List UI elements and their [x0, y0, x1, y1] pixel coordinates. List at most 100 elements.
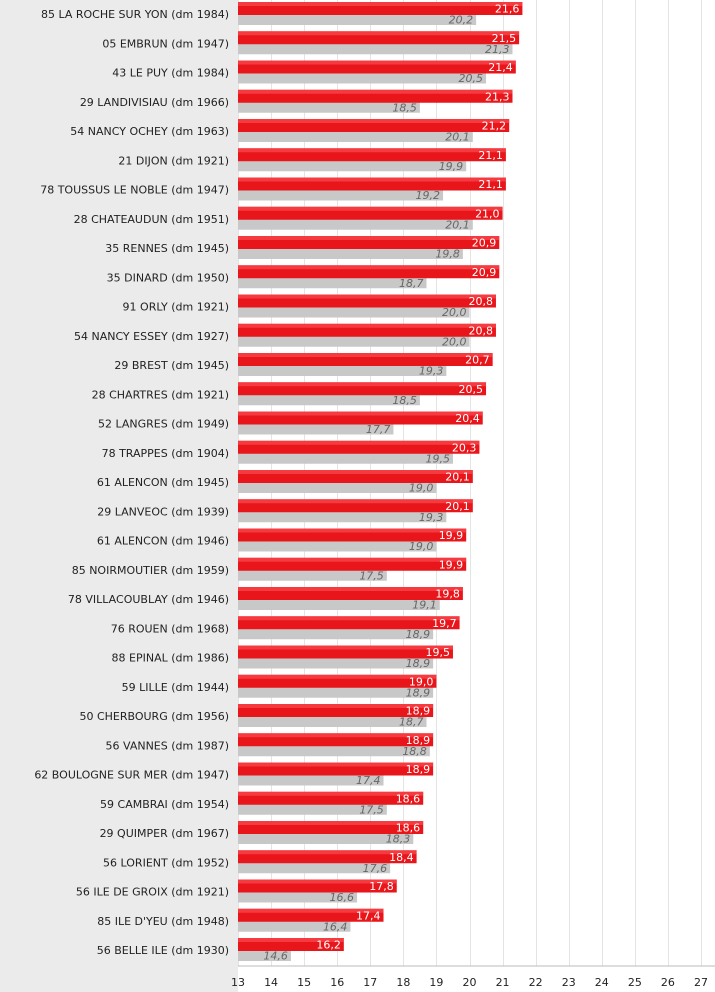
- category-label: 91 ORLY (dm 1921): [123, 301, 229, 314]
- category-label: 56 BELLE ILE (dm 1930): [97, 944, 229, 957]
- bar-secondary-value-label: 19,5: [425, 452, 450, 465]
- bar-secondary-value-label: 20,1: [445, 131, 470, 144]
- category-label: 50 CHERBOURG (dm 1956): [79, 710, 229, 723]
- category-label: 54 NANCY ESSEY (dm 1927): [74, 330, 229, 343]
- bar-primary-value-label: 19,5: [425, 646, 450, 659]
- bar-secondary-value-label: 18,8: [402, 745, 427, 758]
- bar-primary-highlight: [238, 470, 473, 474]
- bar-primary-value-label: 18,4: [389, 851, 414, 864]
- bar-primary-value-label: 20,1: [445, 471, 470, 484]
- bar-primary-highlight: [238, 411, 483, 416]
- bar-primary-value-label: 18,6: [396, 822, 421, 835]
- category-label: 78 TRAPPES (dm 1904): [102, 447, 229, 460]
- bar-primary-highlight: [238, 440, 480, 445]
- x-tick-label: 13: [231, 976, 245, 989]
- bar-secondary-value-label: 18,9: [406, 686, 431, 699]
- bar-primary-highlight: [238, 119, 510, 123]
- bar-primary-value-label: 19,9: [439, 529, 464, 542]
- bar-secondary-value-label: 19,3: [419, 365, 444, 378]
- bar-secondary: [238, 101, 420, 113]
- x-tick-label: 23: [562, 976, 576, 989]
- category-label: 85 NOIRMOUTIER (dm 1959): [72, 564, 229, 577]
- bar-secondary-value-label: 19,0: [409, 540, 434, 553]
- bar-primary-highlight: [238, 89, 513, 94]
- bar-secondary: [238, 277, 427, 289]
- bar-primary-value-label: 19,0: [409, 675, 434, 688]
- bar-primary-value-label: 20,4: [455, 412, 480, 425]
- bar-secondary-value-label: 20,2: [449, 14, 474, 27]
- bar-secondary: [238, 14, 477, 25]
- bar-secondary-value-label: 20,5: [459, 72, 484, 85]
- bar-secondary-value-label: 19,1: [412, 599, 437, 612]
- bar-primary-highlight: [238, 382, 487, 387]
- x-axis-ticks: 13 14 15 16 17 18 19 20 21 22 23 24 25 26 27: [231, 976, 708, 989]
- category-label: 56 LORIENT (dm 1952): [103, 856, 229, 869]
- bar-secondary: [238, 511, 447, 523]
- bar-secondary-value-label: 20,1: [445, 218, 470, 231]
- category-label: 29 QUIMPER (dm 1967): [100, 827, 229, 840]
- category-label: 85 ILE D'YEU (dm 1948): [97, 915, 229, 928]
- bar-primary-value-label: 21,3: [485, 90, 510, 103]
- bar-secondary-value-label: 17,4: [356, 774, 381, 787]
- bar-secondary: [238, 803, 387, 815]
- bar-secondary: [238, 540, 437, 552]
- bar-primary-highlight: [238, 60, 516, 65]
- x-tick-label: 19: [429, 976, 443, 989]
- bar-primary-value-label: 17,8: [369, 880, 394, 893]
- x-tick-label: 25: [628, 976, 642, 989]
- category-label: 62 BOULOGNE SUR MER (dm 1947): [34, 769, 229, 782]
- bar-primary-highlight: [238, 148, 506, 153]
- bar-primary-value-label: 19,7: [432, 617, 457, 630]
- bar-secondary: [238, 686, 434, 698]
- x-tick-label: 27: [694, 976, 708, 989]
- bar-secondary-value-label: 19,8: [435, 248, 460, 261]
- bar-secondary: [238, 218, 473, 230]
- bar-primary-value-label: 20,5: [459, 383, 484, 396]
- category-label: 76 ROUEN (dm 1968): [111, 622, 229, 635]
- bar-series: 20,221,621,321,520,521,418,521,320,121,2…: [238, 2, 523, 963]
- category-label: 56 ILE DE GROIX (dm 1921): [76, 886, 229, 899]
- bar-primary-value-label: 21,4: [488, 61, 513, 74]
- bar-primary-highlight: [238, 177, 506, 182]
- label-column-background: [0, 0, 238, 992]
- category-label: 35 RENNES (dm 1945): [105, 242, 229, 255]
- category-label: 78 TOUSSUS LE NOBLE (dm 1947): [40, 184, 229, 197]
- bar-secondary-value-label: 19,3: [419, 511, 444, 524]
- bar-secondary: [238, 160, 467, 172]
- bar-secondary-value-label: 18,7: [399, 277, 424, 290]
- bar-secondary-value-label: 18,3: [386, 833, 411, 846]
- bar-secondary-value-label: 20,0: [442, 306, 467, 319]
- x-tick-label: 20: [463, 976, 477, 989]
- category-label: 85 LA ROCHE SUR YON (dm 1984): [41, 8, 229, 21]
- bar-primary-highlight: [238, 733, 434, 738]
- bar-primary-value-label: 21,0: [475, 207, 500, 220]
- bar-primary-value-label: 21,5: [492, 32, 517, 45]
- bar-primary-highlight: [238, 557, 467, 562]
- bar-primary-value-label: 20,8: [468, 295, 493, 308]
- bar-primary-highlight: [238, 236, 500, 240]
- bar-secondary-value-label: 18,9: [406, 657, 431, 670]
- category-label: 59 CAMBRAI (dm 1954): [100, 798, 229, 811]
- category-label: 88 EPINAL (dm 1986): [112, 652, 229, 665]
- bar-secondary-value-label: 17,5: [359, 803, 384, 816]
- bar-secondary-value-label: 21,3: [485, 43, 510, 56]
- bar-secondary: [238, 131, 473, 142]
- bar-secondary: [238, 72, 487, 84]
- category-label: 59 LILLE (dm 1944): [122, 681, 229, 694]
- bar-secondary: [238, 716, 427, 727]
- bar-primary-highlight: [238, 821, 424, 825]
- x-tick-label: 16: [330, 976, 344, 989]
- bar-secondary: [238, 891, 358, 903]
- bar-secondary: [238, 335, 470, 347]
- bar-primary-highlight: [238, 265, 500, 270]
- bar-primary-highlight: [238, 704, 434, 708]
- bar-primary-highlight: [238, 645, 453, 650]
- category-label: 78 VILLACOUBLAY (dm 1946): [68, 593, 229, 606]
- x-tick-label: 15: [297, 976, 311, 989]
- bar-secondary: [238, 452, 453, 464]
- bar-primary-highlight: [238, 791, 424, 796]
- x-tick-label: 14: [264, 976, 278, 989]
- bar-primary-highlight: [238, 938, 344, 942]
- x-tick-label: 26: [661, 976, 675, 989]
